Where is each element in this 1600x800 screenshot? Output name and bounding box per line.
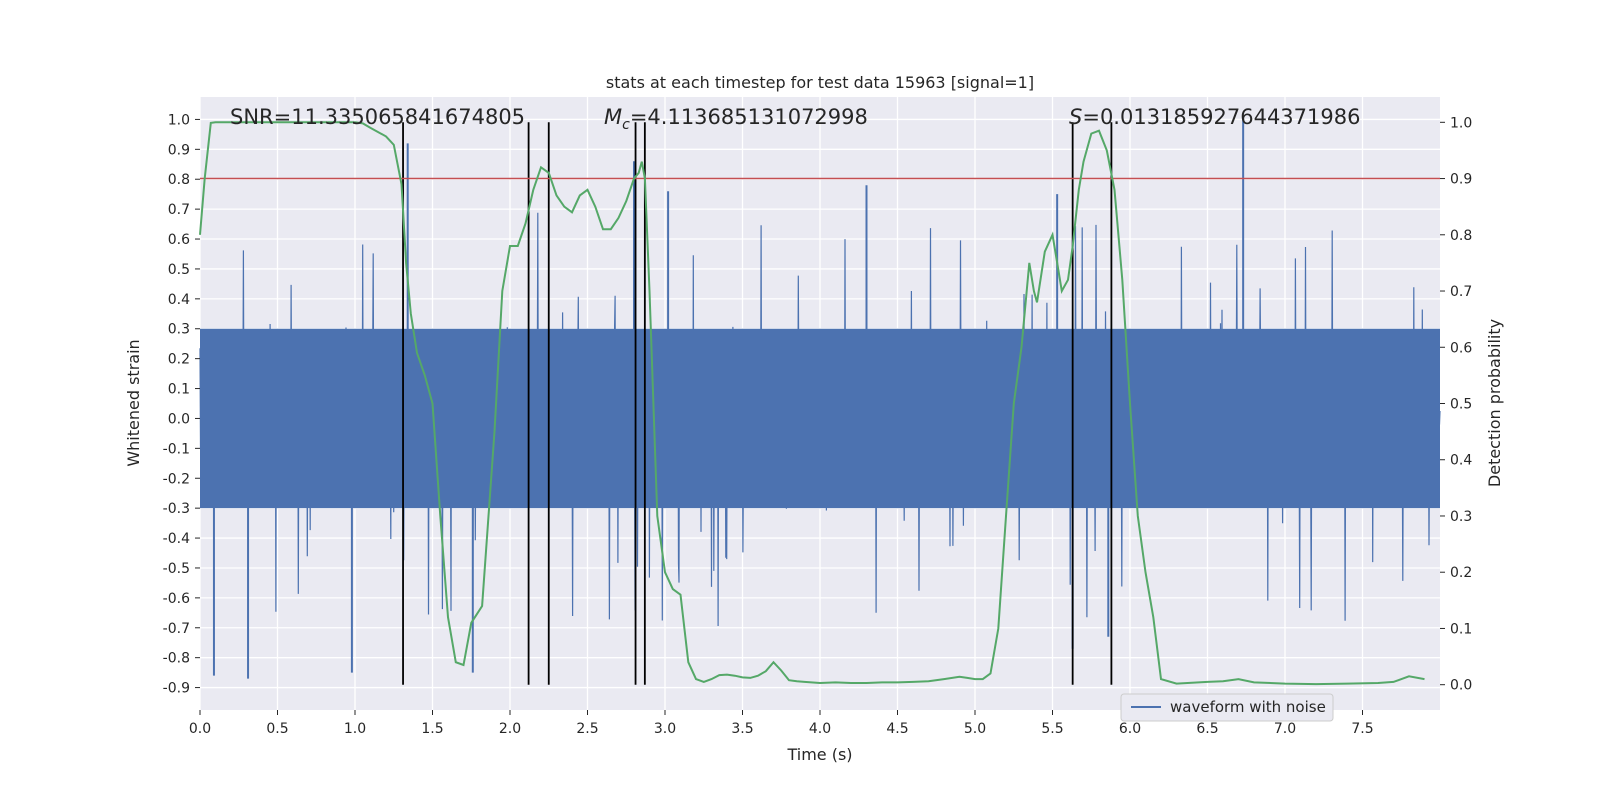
y-tick-label-right: 0.0 (1450, 678, 1472, 694)
x-tick-label: 5.5 (1041, 721, 1063, 737)
y-ticks-right: 1.0 0.9 0.8 0.7 0.6 0.5 0.4 0.3 0.2 0.1 0.0 (1440, 115, 1472, 694)
y-tick-label-left: -0.6 (163, 591, 190, 607)
y-axis-label-left: Whitened strain (124, 339, 143, 466)
waveform-dense-band (200, 328, 1440, 509)
x-tick-label: 4.0 (809, 721, 831, 737)
y-axis-label-right: Detection probability (1485, 319, 1504, 487)
x-tick-label: 0.0 (189, 721, 211, 737)
y-tick-label-left: -0.5 (163, 561, 190, 577)
x-tick-label: 5.0 (964, 721, 986, 737)
x-tick-label: 3.0 (654, 721, 676, 737)
y-tick-label-left: 0.3 (168, 322, 190, 338)
y-tick-label-left: 0.0 (168, 411, 190, 427)
probability-line (199, 121, 1425, 686)
x-tick-label: 7.5 (1351, 721, 1373, 737)
y-tick-label-right: 1.0 (1450, 115, 1472, 131)
y-tick-label-right: 0.1 (1450, 621, 1472, 637)
chirp-mass-value: =4.113685131072998 (630, 105, 868, 129)
legend-box (1120, 693, 1334, 722)
y-tick-label-left: 0.5 (168, 262, 190, 278)
s-annotation: S=0.013185927644371986 (1069, 105, 1360, 129)
y-tick-label-left: -0.9 (163, 681, 190, 697)
vertical-lines (402, 122, 1113, 685)
y-tick-label-right: 0.9 (1450, 172, 1472, 188)
x-tick-label: 2.0 (499, 721, 521, 737)
y-tick-label-left: 0.4 (168, 292, 190, 308)
x-ticks: 0.0 0.5 1.0 1.5 2.0 2.5 3.0 3.5 4.0 4.5 5.0 5.5 6.0 6… (189, 710, 1374, 737)
s-value: =0.013185927644371986 (1082, 105, 1360, 129)
chirp-mass-annotation: Mc=4.113685131072998 (604, 105, 868, 133)
y-tick-label-left: -0.2 (163, 471, 190, 487)
x-axis-label: Time (s) (786, 745, 852, 764)
y-tick-label-right: 0.8 (1450, 228, 1472, 244)
y-tick-label-left: 0.8 (168, 172, 190, 188)
x-tick-label: 2.5 (576, 721, 598, 737)
chirp-mass-subscript: c (622, 117, 630, 133)
y-tick-label-left: -0.7 (163, 621, 190, 637)
x-tick-label: 3.5 (731, 721, 753, 737)
legend: waveform with noise (1120, 693, 1334, 722)
y-tick-label-left: -0.1 (163, 441, 190, 457)
waveform-series (199, 119, 1441, 679)
y-tick-label-left: 0.6 (168, 232, 190, 248)
y-tick-label-left: -0.8 (163, 651, 190, 667)
x-tick-label: 0.5 (266, 721, 288, 737)
y-tick-label-left: -0.3 (163, 501, 190, 517)
y-tick-label-right: 0.4 (1450, 453, 1472, 469)
snr-annotation: SNR=11.335065841674805 (230, 105, 525, 129)
x-tick-label: 7.0 (1274, 721, 1296, 737)
legend-label: waveform with noise (1170, 698, 1326, 716)
x-tick-label: 4.5 (886, 721, 908, 737)
y-tick-label-left: 1.0 (168, 112, 190, 128)
y-tick-label-left: 0.2 (168, 352, 190, 368)
chart-title: stats at each timestep for test data 159… (606, 73, 1034, 92)
y-tick-label-right: 0.7 (1450, 284, 1472, 300)
x-tick-label: 1.0 (344, 721, 366, 737)
y-tick-label-right: 0.2 (1450, 565, 1472, 581)
x-tick-label: 1.5 (421, 721, 443, 737)
chirp-mass-symbol: M (604, 105, 622, 129)
y-tick-label-left: 0.1 (168, 382, 190, 398)
y-tick-label-right: 0.6 (1450, 340, 1472, 356)
y-tick-label-right: 0.3 (1450, 509, 1472, 525)
y-ticks-left: 1.0 0.9 0.8 0.7 0.6 0.5 0.4 0.3 0.2 0.1 0.0 -0.1 -0.… (163, 112, 200, 697)
x-tick-label: 6.0 (1119, 721, 1141, 737)
x-tick-label: 6.5 (1196, 721, 1218, 737)
y-tick-label-left: 0.9 (168, 142, 190, 158)
y-tick-label-right: 0.5 (1450, 397, 1472, 413)
y-tick-label-left: 0.7 (168, 202, 190, 218)
y-tick-label-left: -0.4 (163, 531, 190, 547)
s-symbol: S (1069, 105, 1082, 129)
probability-series (199, 121, 1425, 686)
